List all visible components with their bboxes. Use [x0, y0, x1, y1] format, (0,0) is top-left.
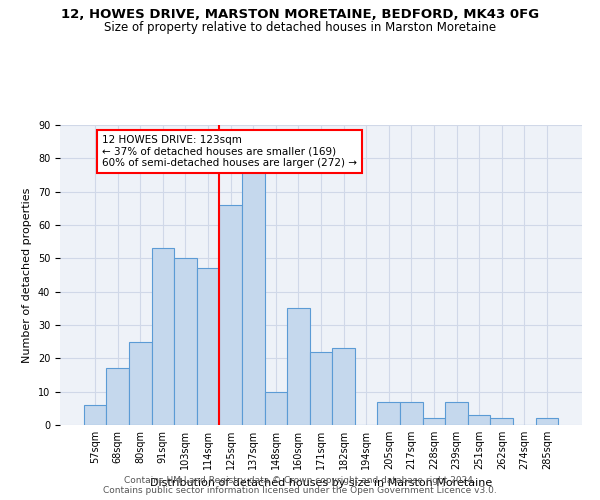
Bar: [422, 418, 445, 425]
Bar: [129, 342, 152, 425]
X-axis label: Distribution of detached houses by size in Marston Moretaine: Distribution of detached houses by size …: [150, 478, 492, 488]
Bar: [400, 402, 422, 425]
Bar: [197, 268, 220, 425]
Bar: [174, 258, 197, 425]
Bar: [377, 402, 400, 425]
Text: 12 HOWES DRIVE: 123sqm
← 37% of detached houses are smaller (169)
60% of semi-de: 12 HOWES DRIVE: 123sqm ← 37% of detached…: [102, 135, 357, 168]
Bar: [152, 248, 174, 425]
Bar: [242, 172, 265, 425]
Bar: [84, 405, 106, 425]
Text: 12, HOWES DRIVE, MARSTON MORETAINE, BEDFORD, MK43 0FG: 12, HOWES DRIVE, MARSTON MORETAINE, BEDF…: [61, 8, 539, 20]
Bar: [310, 352, 332, 425]
Bar: [287, 308, 310, 425]
Bar: [106, 368, 129, 425]
Bar: [445, 402, 468, 425]
Bar: [265, 392, 287, 425]
Bar: [332, 348, 355, 425]
Bar: [490, 418, 513, 425]
Text: Size of property relative to detached houses in Marston Moretaine: Size of property relative to detached ho…: [104, 21, 496, 34]
Bar: [468, 415, 490, 425]
Y-axis label: Number of detached properties: Number of detached properties: [22, 188, 32, 362]
Text: Contains public sector information licensed under the Open Government Licence v3: Contains public sector information licen…: [103, 486, 497, 495]
Text: Contains HM Land Registry data © Crown copyright and database right 2024.: Contains HM Land Registry data © Crown c…: [124, 476, 476, 485]
Bar: [536, 418, 558, 425]
Bar: [220, 205, 242, 425]
